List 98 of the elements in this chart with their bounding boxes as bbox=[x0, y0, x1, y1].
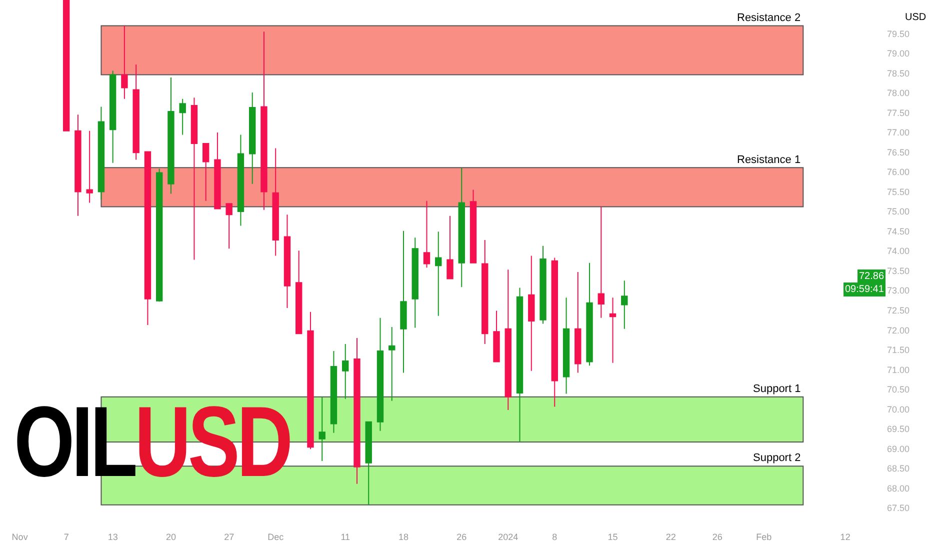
y-tick-label: 78.50 bbox=[887, 68, 910, 78]
x-tick-label: 27 bbox=[224, 532, 234, 542]
y-tick-label: 70.00 bbox=[887, 404, 910, 414]
candlestick bbox=[179, 98, 186, 136]
candlestick bbox=[493, 310, 500, 362]
candlestick bbox=[307, 311, 314, 450]
y-tick-label: 73.50 bbox=[887, 266, 910, 276]
candlestick bbox=[272, 148, 279, 256]
candlestick bbox=[342, 343, 349, 400]
x-tick-label: 26 bbox=[712, 532, 722, 542]
x-tick-label: Nov bbox=[12, 532, 28, 542]
y-tick-label: 70.50 bbox=[887, 384, 910, 395]
candlestick bbox=[62, 0, 70, 132]
candlestick bbox=[318, 396, 326, 462]
x-tick-label: Feb bbox=[756, 532, 772, 542]
x-tick-label: 12 bbox=[840, 532, 850, 542]
y-tick-label: 73.00 bbox=[887, 286, 910, 296]
candlestick bbox=[214, 132, 221, 210]
candlestick bbox=[132, 64, 140, 160]
x-tick-label: 22 bbox=[666, 532, 676, 542]
band-label: Resistance 1 bbox=[737, 154, 801, 166]
candlestick bbox=[296, 250, 302, 334]
x-tick-label: 26 bbox=[456, 532, 467, 542]
candlestick bbox=[260, 31, 268, 210]
candlestick bbox=[168, 76, 174, 194]
candlestick bbox=[226, 203, 232, 250]
band-label: Support 2 bbox=[753, 452, 801, 464]
candlestick bbox=[458, 167, 465, 288]
candlestick bbox=[551, 257, 558, 408]
y-tick-label: 72.50 bbox=[887, 305, 910, 316]
candlestick bbox=[423, 200, 430, 268]
x-tick-label: 18 bbox=[398, 532, 408, 542]
candlestick bbox=[365, 421, 372, 506]
x-tick-label: Dec bbox=[268, 532, 284, 542]
y-tick-label: 69.00 bbox=[887, 444, 910, 454]
candlestick bbox=[86, 130, 93, 204]
candlestick bbox=[202, 143, 210, 202]
candlestick bbox=[190, 97, 198, 260]
candlestick bbox=[74, 114, 82, 216]
candlestick bbox=[354, 338, 360, 484]
candlestick bbox=[446, 215, 454, 280]
y-tick-label: 68.00 bbox=[887, 483, 910, 494]
candlestick bbox=[528, 255, 535, 372]
y-tick-label: 76.00 bbox=[887, 167, 910, 178]
annotation: 72.86 bbox=[859, 271, 884, 282]
candlestick bbox=[412, 237, 418, 328]
candlestick bbox=[470, 189, 477, 264]
y-tick-label: 71.50 bbox=[887, 345, 910, 356]
candlestick bbox=[98, 106, 105, 200]
y-tick-label: 77.00 bbox=[887, 128, 910, 138]
y-tick-label: 79.50 bbox=[887, 28, 910, 39]
annotation: 09:59:41 bbox=[845, 284, 884, 295]
candlestick bbox=[516, 287, 524, 442]
y-tick-label: 74.00 bbox=[887, 246, 910, 256]
band-label: Support 1 bbox=[753, 383, 801, 395]
text: USD bbox=[905, 12, 926, 23]
candlestick bbox=[540, 245, 546, 324]
candlestick bbox=[237, 134, 244, 226]
x-tick-label: 8 bbox=[552, 532, 558, 542]
candlestick bbox=[621, 280, 628, 330]
x-tick-label: 7 bbox=[64, 532, 69, 542]
y-tick-label: 76.50 bbox=[887, 147, 910, 158]
y-tick-label: 67.50 bbox=[887, 503, 910, 514]
x-tick-label: 11 bbox=[340, 532, 350, 542]
candlestick bbox=[504, 269, 512, 410]
candlestick bbox=[435, 231, 442, 316]
y-tick-label: 75.00 bbox=[887, 206, 910, 217]
candlestick bbox=[330, 350, 338, 434]
text: OIL bbox=[14, 386, 135, 498]
candlestick bbox=[109, 70, 116, 164]
candlestick bbox=[249, 92, 256, 184]
candlestick bbox=[156, 168, 163, 302]
candlestick bbox=[400, 230, 407, 374]
x-tick-label: 2024 bbox=[498, 532, 518, 542]
x-tick-label: 20 bbox=[166, 532, 176, 542]
x-tick-label: 15 bbox=[608, 532, 618, 542]
y-tick-label: 78.00 bbox=[887, 88, 910, 98]
y-tick-label: 77.50 bbox=[887, 108, 910, 118]
candlestick bbox=[609, 297, 616, 364]
candlestick bbox=[284, 214, 291, 308]
candlestick bbox=[388, 326, 396, 402]
y-tick-label: 69.50 bbox=[887, 424, 910, 434]
candlestick bbox=[574, 271, 582, 374]
candlestick bbox=[562, 297, 570, 394]
y-tick-label: 79.00 bbox=[887, 48, 910, 59]
y-tick-label: 74.50 bbox=[887, 226, 910, 236]
candlestick bbox=[586, 262, 593, 366]
y-tick-label: 72.00 bbox=[887, 325, 910, 336]
candlestick bbox=[121, 25, 128, 100]
candlestick bbox=[482, 239, 488, 344]
band-label: Resistance 2 bbox=[737, 12, 801, 24]
y-tick-label: 75.50 bbox=[887, 186, 910, 197]
y-tick-label: 68.50 bbox=[887, 464, 910, 474]
y-tick-label: 71.00 bbox=[887, 364, 910, 375]
x-tick-label: 13 bbox=[108, 532, 118, 542]
candlestick bbox=[376, 317, 384, 432]
candlestick bbox=[144, 151, 152, 326]
candlestick bbox=[598, 206, 604, 318]
